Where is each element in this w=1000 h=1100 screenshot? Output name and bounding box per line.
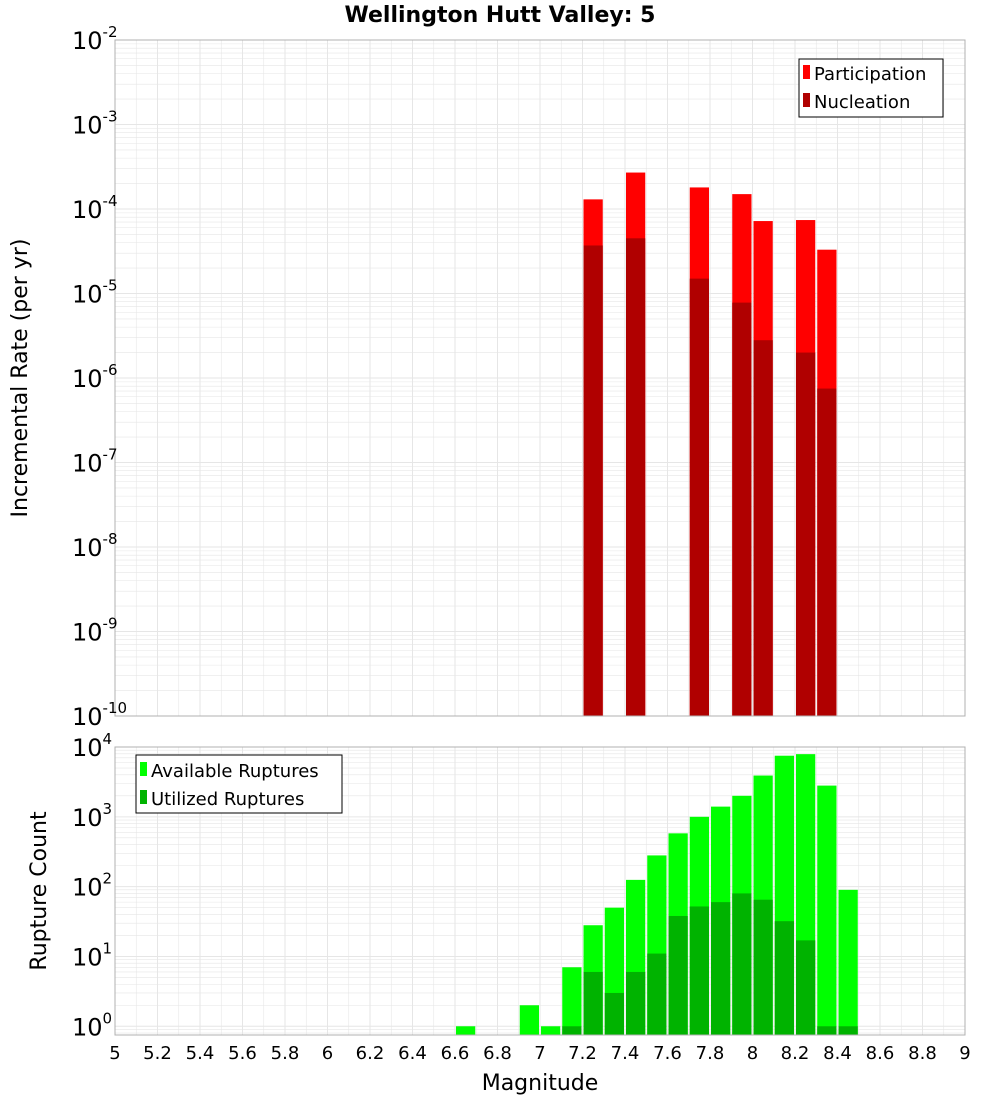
bar-nucleation — [732, 302, 752, 716]
top-y-tick-label: 10-10 — [72, 699, 127, 731]
bottom-legend: Available Ruptures Utilized Ruptures — [135, 754, 343, 814]
top-y-axis-label: Incremental Rate (per yr) — [8, 239, 33, 518]
bottom-legend-box — [135, 754, 343, 814]
bottom-y-tick-label: 103 — [72, 800, 112, 832]
bar-utilized-ruptures — [774, 921, 794, 1035]
x-tick-label: 8 — [747, 1043, 758, 1064]
x-tick-label: 6.8 — [483, 1043, 512, 1064]
bar-available-ruptures — [817, 785, 837, 1035]
x-tick-label: 6.6 — [441, 1043, 470, 1064]
top-y-tick-label: 10-8 — [72, 530, 118, 562]
bar-available-ruptures — [519, 1005, 539, 1035]
x-tick-label: 8.4 — [823, 1043, 852, 1064]
top-legend-box — [798, 58, 944, 118]
x-tick-label: 5.6 — [228, 1043, 257, 1064]
bottom-panel: 104 103 102 101 100 5 5.2 5.4 5.6 5.8 6 6.2 6.4 6.6 6… — [27, 730, 971, 1096]
bar-nucleation — [689, 278, 709, 716]
bar-utilized-ruptures — [838, 1026, 858, 1035]
bar-utilized-ruptures — [796, 940, 816, 1035]
top-bars — [583, 172, 837, 717]
x-tick-label: 6.2 — [356, 1043, 385, 1064]
bottom-bars — [456, 754, 858, 1035]
x-tick-label: 5.2 — [143, 1043, 172, 1064]
x-tick-label: 5.4 — [186, 1043, 215, 1064]
legend-swatch-utilized — [140, 790, 147, 804]
bar-available-ruptures — [838, 889, 858, 1035]
x-tick-label: 6.4 — [398, 1043, 427, 1064]
top-y-tick-label: 10-2 — [72, 23, 118, 55]
x-tick-label: 7.2 — [568, 1043, 597, 1064]
x-tick-label: 7.8 — [696, 1043, 725, 1064]
bottom-plot-frame — [114, 746, 966, 1036]
top-y-tick-label: 10-4 — [72, 192, 118, 224]
bottom-y-tick-label: 101 — [72, 939, 112, 971]
bar-utilized-ruptures — [583, 971, 603, 1035]
legend-swatch-participation — [803, 65, 810, 79]
x-tick-label: 6 — [322, 1043, 333, 1064]
top-y-ticks: 10-2 10-3 10-4 10-5 10-6 10-7 10-8 10-9 10-10 — [72, 23, 127, 731]
bar-available-ruptures — [562, 967, 582, 1035]
bottom-y-tick-label: 100 — [72, 1009, 112, 1041]
top-legend: Participation Nucleation — [798, 58, 944, 118]
top-y-tick-label: 10-6 — [72, 361, 118, 393]
bar-available-ruptures — [456, 1026, 476, 1035]
top-y-tick-label: 10-5 — [72, 277, 118, 309]
x-tick-label: 7.4 — [611, 1043, 640, 1064]
bottom-y-ticks: 104 103 102 101 100 — [72, 730, 112, 1041]
bar-utilized-ruptures — [689, 906, 709, 1035]
bar-nucleation — [753, 340, 773, 716]
legend-label-utilized: Utilized Ruptures — [151, 789, 304, 810]
bottom-y-tick-label: 102 — [72, 870, 112, 902]
legend-swatch-available — [140, 762, 147, 776]
bar-utilized-ruptures — [626, 971, 646, 1035]
bar-available-ruptures — [541, 1026, 561, 1035]
x-tick-label: 7.6 — [653, 1043, 682, 1064]
bar-utilized-ruptures — [668, 915, 688, 1035]
x-tick-label: 8.6 — [866, 1043, 895, 1064]
bar-nucleation — [626, 238, 646, 717]
bar-nucleation — [817, 388, 837, 716]
bar-nucleation — [583, 245, 603, 717]
legend-label-nucleation: Nucleation — [814, 92, 910, 113]
bar-utilized-ruptures — [817, 1026, 837, 1035]
top-y-tick-label: 10-3 — [72, 108, 118, 140]
x-tick-label: 8.8 — [908, 1043, 937, 1064]
x-tick-label: 5.8 — [271, 1043, 300, 1064]
x-axis-label: Magnitude — [482, 1071, 599, 1096]
bar-utilized-ruptures — [732, 893, 752, 1035]
bar-utilized-ruptures — [647, 953, 667, 1035]
bottom-x-ticks: 5 5.2 5.4 5.6 5.8 6 6.2 6.4 6.6 6.8 7 7.2 7.4 7.6 7.8 8… — [109, 1043, 970, 1064]
x-tick-label: 8.2 — [781, 1043, 810, 1064]
top-y-tick-label: 10-9 — [72, 615, 118, 647]
bottom-y-tick-label: 104 — [72, 730, 112, 762]
bar-utilized-ruptures — [753, 899, 773, 1035]
bar-nucleation — [796, 352, 816, 716]
bottom-y-axis-label: Rupture Count — [27, 811, 52, 971]
x-tick-label: 9 — [959, 1043, 970, 1064]
bar-utilized-ruptures — [562, 1026, 582, 1035]
legend-label-participation: Participation — [814, 64, 926, 85]
legend-swatch-nucleation — [803, 93, 810, 107]
x-tick-label: 7 — [534, 1043, 545, 1064]
top-y-tick-label: 10-7 — [72, 446, 118, 478]
chart-title: Wellington Hutt Valley: 5 — [345, 3, 656, 28]
bar-utilized-ruptures — [711, 902, 731, 1035]
top-grid — [114, 40, 966, 717]
bar-utilized-ruptures — [604, 992, 624, 1035]
top-plot-frame — [114, 39, 966, 717]
legend-label-available: Available Ruptures — [151, 761, 319, 782]
x-tick-label: 5 — [109, 1043, 120, 1064]
top-panel: 10-2 10-3 10-4 10-5 10-6 10-7 10-8 10-9 10-10 In… — [8, 23, 966, 731]
